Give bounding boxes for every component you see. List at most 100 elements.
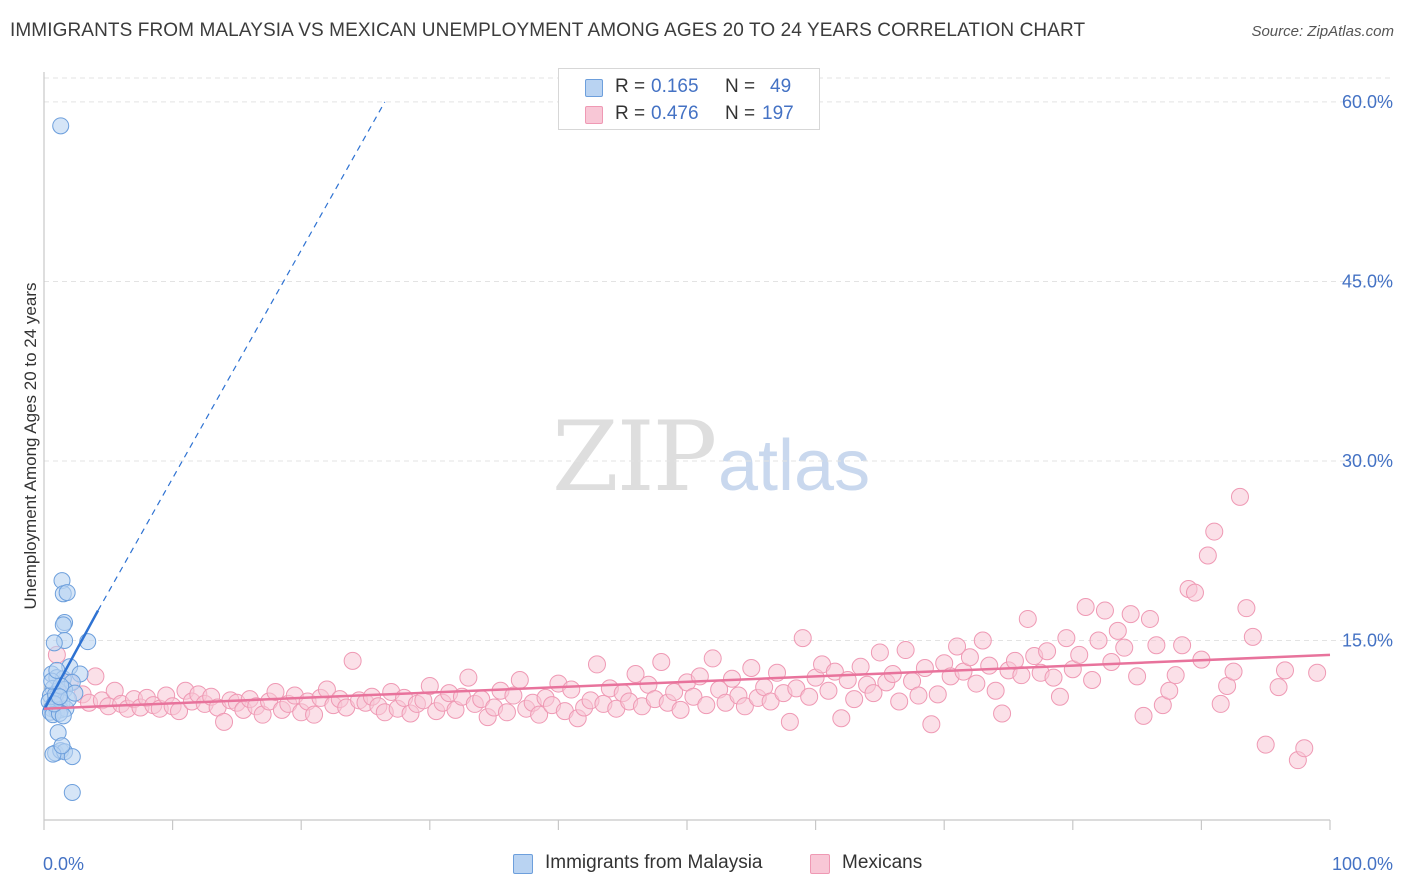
y-tick-label: 60.0% (1342, 92, 1393, 112)
mexicans-point (86, 667, 105, 686)
mexicans-point (1089, 631, 1108, 650)
mexicans-point (1173, 636, 1192, 655)
legend-r-value-malaysia: 0.165 (651, 76, 699, 97)
mexicans-point (1095, 601, 1114, 620)
mexicans-point (343, 651, 362, 670)
y-tick-label: 30.0% (1342, 451, 1393, 471)
mexicans-point (1275, 661, 1294, 680)
mexicans-point (793, 629, 812, 648)
mexicans-point (928, 685, 947, 704)
mexicans-point (497, 703, 516, 722)
chart-title: IMMIGRANTS FROM MALAYSIA VS MEXICAN UNEM… (10, 20, 1086, 41)
watermark-zip: ZIP (552, 401, 715, 513)
mexicans-point (530, 705, 549, 724)
mexicans-point (671, 700, 690, 719)
mexicans-point (1198, 546, 1217, 565)
mexicans-point (960, 648, 979, 667)
legend-swatch-mexicans (585, 106, 603, 124)
watermark: ZIP atlas (552, 401, 870, 513)
mexicans-point (1108, 621, 1127, 640)
mexicans-point (1134, 706, 1153, 725)
mexicans-point (993, 704, 1012, 723)
mexicans-point (1076, 597, 1095, 616)
x-tick-label-min: 0.0% (43, 854, 84, 874)
malaysia-point (53, 737, 71, 755)
y-tick-label: 45.0% (1342, 271, 1393, 291)
malaysia-point (54, 616, 72, 634)
mexicans-point (1038, 642, 1057, 661)
source-label: Source: ZipAtlas.com (1251, 23, 1394, 40)
mexicans-point (819, 681, 838, 700)
legend-r-value-mexicans: 0.476 (651, 103, 699, 124)
legend-n-label: N = (725, 103, 756, 124)
mexicans-point (626, 664, 645, 683)
mexicans-point (761, 692, 780, 711)
mexicans-point (1160, 681, 1179, 700)
mexicans-point (420, 676, 439, 695)
mexicans-point (1243, 627, 1262, 646)
mexicans-point (742, 659, 761, 678)
mexicans-point (832, 709, 851, 728)
legend-r-label: R = (615, 103, 646, 124)
mexicans-point (845, 690, 864, 709)
mexicans-point (1166, 666, 1185, 685)
mexicans-point (780, 712, 799, 731)
malaysia-point (66, 684, 84, 702)
mexicans-point (215, 712, 234, 731)
bottom-legend-label-malaysia: Immigrants from Malaysia (545, 852, 763, 873)
mexicans-point (1269, 678, 1288, 697)
mexicans-point (1205, 522, 1224, 541)
mexicans-point (1185, 583, 1204, 602)
bottom-legend-swatch-malaysia (513, 854, 533, 874)
bottom-legend-label-mexicans: Mexicans (842, 852, 923, 873)
mexicans-point (1121, 605, 1140, 624)
bottom-legend-swatch-mexicans (810, 854, 830, 874)
mexicans-point (980, 656, 999, 675)
y-tick-labels: 15.0% 30.0% 45.0% 60.0% (1342, 92, 1393, 651)
legend-row-malaysia: R = 0.165 N = 49 (559, 75, 819, 101)
mexicans-point (890, 692, 909, 711)
mexicans-point (1128, 667, 1147, 686)
malaysia-point (63, 783, 81, 801)
mexicans-point (870, 643, 889, 662)
mexicans-point (922, 715, 941, 734)
mexicans-point (909, 686, 928, 705)
legend-row-mexicans: R = 0.476 N = 197 (559, 102, 819, 128)
mexicans-point (697, 696, 716, 715)
mexicans-point (266, 682, 285, 701)
malaysia-point (63, 748, 81, 766)
mexicans-point (562, 680, 581, 699)
mexicans-point (1295, 739, 1314, 758)
mexicans-point (504, 686, 523, 705)
mexicans-points (47, 487, 1327, 770)
mexicans-point (735, 697, 754, 716)
mexicans-point (1256, 735, 1275, 754)
mexicans-point (967, 674, 986, 693)
y-tick-label: 15.0% (1342, 630, 1393, 650)
mexicans-point (1211, 694, 1230, 713)
legend-n-value-mexicans: 197 (762, 103, 794, 124)
mexicans-point (1237, 599, 1256, 618)
gridlines (44, 77, 1394, 641)
mexicans-point (1308, 663, 1327, 682)
malaysia-trendline (42, 609, 100, 711)
malaysia-point (58, 584, 76, 602)
mexicans-point (1044, 668, 1063, 687)
y-axis-label: Unemployment Among Ages 20 to 24 years (21, 283, 40, 610)
watermark-atlas: atlas (718, 426, 870, 506)
mexicans-point (864, 684, 883, 703)
mexicans-point (896, 641, 915, 660)
mexicans-point (1147, 636, 1166, 655)
mexicans-point (703, 649, 722, 668)
mexicans-point (1018, 609, 1037, 628)
mexicans-point (1057, 629, 1076, 648)
mexicans-point (851, 657, 870, 676)
legend-n-value-malaysia: 49 (770, 76, 792, 97)
x-tick-labels: 0.0% 100.0% (43, 854, 1393, 874)
mexicans-point (1050, 687, 1069, 706)
mexicans-point (1083, 670, 1102, 689)
mexicans-point (459, 668, 478, 687)
mexicans-point (1140, 609, 1159, 628)
mexicans-point (973, 631, 992, 650)
